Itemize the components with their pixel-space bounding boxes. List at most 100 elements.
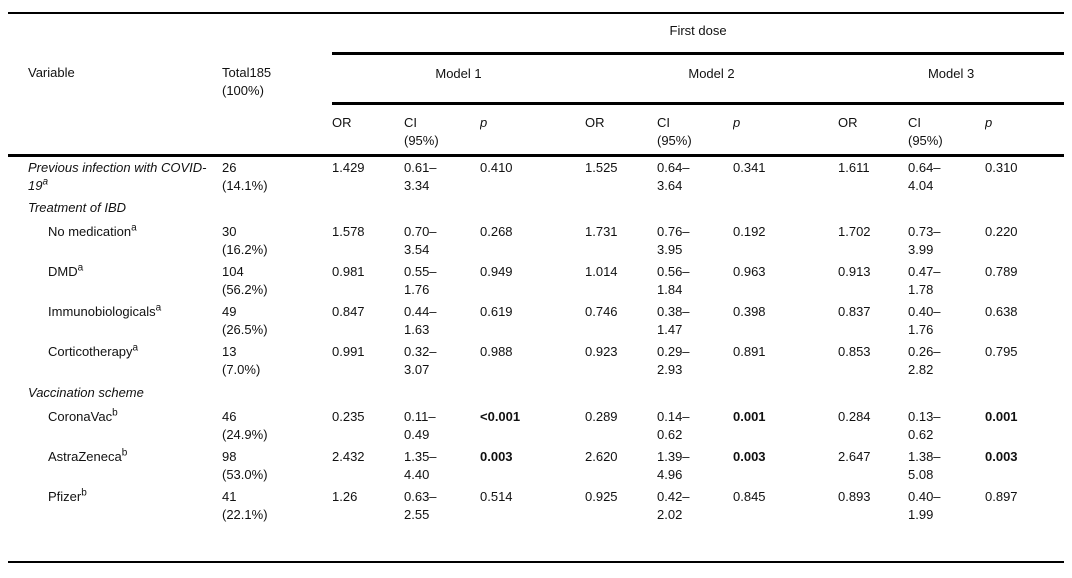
stat-header-row: OR CI (95%) p OR CI (95%) p OR CI (95%) … <box>8 103 1065 157</box>
model-2-header: Model 2 <box>585 53 838 105</box>
p-cell-m1: 0.268 <box>480 223 513 239</box>
or-cell-m1: 0.847 <box>332 303 365 319</box>
p-cell-m2: 0.398 <box>733 303 766 319</box>
variable-label: AstraZeneca <box>48 448 122 464</box>
table-row: Corticotherapya 13 (7.0%) 0.991 0.32– 3.07 0… <box>8 341 1064 381</box>
variable-label: Previous infection with COVID-19 <box>28 160 207 193</box>
p-cell-m3: 0.897 <box>985 488 1018 504</box>
regression-results-table: First dose Variable Total185 (100%) Mode… <box>8 12 1065 563</box>
or-cell-m1: 1.26 <box>332 488 358 504</box>
or-header-m1: OR <box>332 103 404 157</box>
footnote-marker: a <box>77 262 84 274</box>
table-row: Previous infection with COVID-19a 26 (14.… <box>8 156 1064 196</box>
ci-cell-m1: 0.55– 1.76 <box>404 263 437 297</box>
ci-cell-m3: 0.64– 4.04 <box>908 160 941 193</box>
or-cell-m3: 0.284 <box>838 408 871 424</box>
ci-cell-m1: 0.61– 3.34 <box>404 160 437 193</box>
variable-cell: AstraZenecab <box>8 446 222 486</box>
p-header-m2: p <box>733 103 838 157</box>
or-cell-m2: 2.620 <box>585 448 618 464</box>
ci-cell-m3: 0.40– 1.99 <box>908 488 941 522</box>
or-cell-m2: 0.289 <box>585 408 618 424</box>
footnote-marker: a <box>131 222 137 234</box>
p-cell-m1: 0.949 <box>480 263 513 279</box>
model-header-row: Variable Total185 (100%) Model 1 Model 2… <box>8 53 1065 157</box>
p-cell-m2: 0.963 <box>733 263 766 279</box>
ci-cell-m2: 0.42– 2.02 <box>657 488 690 522</box>
or-cell-m1: 0.981 <box>332 263 365 279</box>
variable-cell: Vaccination scheme <box>8 381 222 406</box>
model-3-header: Model 3 <box>838 53 1065 105</box>
total-cell: 46 (24.9%) <box>222 408 268 442</box>
or-cell-m2: 0.925 <box>585 488 618 504</box>
ci-header-m3: CI (95%) <box>908 103 985 157</box>
variable-cell: No medicationa <box>8 221 222 261</box>
table-row: Treatment of IBD <box>8 196 1064 221</box>
total-cell: 26 (14.1%) <box>222 160 268 193</box>
ci-cell-m3: 0.26– 2.82 <box>908 343 941 377</box>
table-row: No medicationa 30 (16.2%) 1.578 0.70– 3.54 0… <box>8 221 1064 261</box>
p-cell-m3: 0.789 <box>985 263 1018 279</box>
ci-cell-m2: 0.14– 0.62 <box>657 408 690 442</box>
total-column-header: Total185 (100%) <box>222 53 332 157</box>
or-cell-m3: 0.893 <box>838 488 871 504</box>
total-cell: 30 (16.2%) <box>222 223 268 257</box>
footnote-marker: a <box>155 302 162 314</box>
footnote-marker: b <box>81 487 87 499</box>
table-header: First dose Variable Total185 (100%) Mode… <box>8 13 1065 157</box>
ci-cell-m3: 0.73– 3.99 <box>908 223 941 257</box>
variable-label: No medication <box>48 223 132 239</box>
variable-label: Immunobiologicals <box>48 303 156 319</box>
or-cell-m2: 0.923 <box>585 343 618 359</box>
total-cell: 49 (26.5%) <box>222 303 268 337</box>
variable-label: CoronaVac <box>48 408 113 424</box>
table-row: Vaccination scheme <box>8 381 1064 406</box>
footnote-marker: b <box>112 407 118 419</box>
p-cell-m1: 0.514 <box>480 488 513 504</box>
ci-cell-m1: 0.11– 0.49 <box>404 408 436 442</box>
table-row: Immunobiologicalsa 49 (26.5%) 0.847 0.44– 1… <box>8 301 1064 341</box>
p-cell-m1: 0.619 <box>480 303 513 319</box>
or-cell-m1: 0.991 <box>332 343 365 359</box>
or-cell-m1: 0.235 <box>332 408 365 424</box>
ci-cell-m1: 0.70– 3.54 <box>404 223 437 257</box>
footnote-marker: a <box>132 342 139 354</box>
ci-cell-m3: 1.38– 5.08 <box>908 448 941 482</box>
p-cell-m1: 0.410 <box>480 160 513 175</box>
p-cell-m2: 0.192 <box>733 223 766 239</box>
or-cell-m3: 0.837 <box>838 303 871 319</box>
ci-cell-m2: 0.64– 3.64 <box>657 160 690 193</box>
spanner-spacer <box>8 13 332 54</box>
footnote-marker: b <box>121 447 128 459</box>
p-cell-m2: 0.001 <box>733 408 766 424</box>
variable-cell: CoronaVacb <box>8 406 222 446</box>
ci-cell-m1: 0.63– 2.55 <box>404 488 437 522</box>
spanner-first-dose: First dose <box>332 13 1065 55</box>
or-header-m3: OR <box>838 103 908 157</box>
p-cell-m2: 0.845 <box>733 488 766 504</box>
or-cell-m2: 0.746 <box>585 303 618 319</box>
model-1-header: Model 1 <box>332 53 585 105</box>
table-body: Previous infection with COVID-19 a 26 (14.… <box>8 156 1064 562</box>
total-cell: 98 (53.0%) <box>222 448 268 482</box>
variable-label: Pfizer <box>48 488 82 504</box>
p-cell-m2: 0.891 <box>733 343 766 359</box>
variable-cell: Immunobiologicalsa <box>8 301 222 341</box>
or-header-m2: OR <box>585 103 657 157</box>
ci-header-m2: CI (95%) <box>657 103 733 157</box>
p-cell-m1: 0.003 <box>480 448 513 464</box>
variable-label: Corticotherapy <box>48 343 133 359</box>
variable-cell: Treatment of IBD <box>8 196 222 221</box>
total-cell: 13 (7.0%) <box>222 343 261 377</box>
ci-cell-m3: 0.40– 1.76 <box>908 303 941 337</box>
or-cell-m1: 1.578 <box>332 223 365 239</box>
ci-cell-m1: 1.35– 4.40 <box>404 448 437 482</box>
variable-label: DMD <box>48 263 78 279</box>
table-row: AstraZenecab 98 (53.0%) 2.432 1.35– 4.40 0.0… <box>8 446 1064 486</box>
p-header-m3: p <box>985 103 1065 157</box>
ci-cell-m1: 0.32– 3.07 <box>404 343 437 377</box>
ci-cell-m2: 1.39– 4.96 <box>657 448 690 482</box>
variable-cell: Pfizerb <box>8 486 222 562</box>
p-cell-m3: 0.001 <box>985 408 1018 424</box>
